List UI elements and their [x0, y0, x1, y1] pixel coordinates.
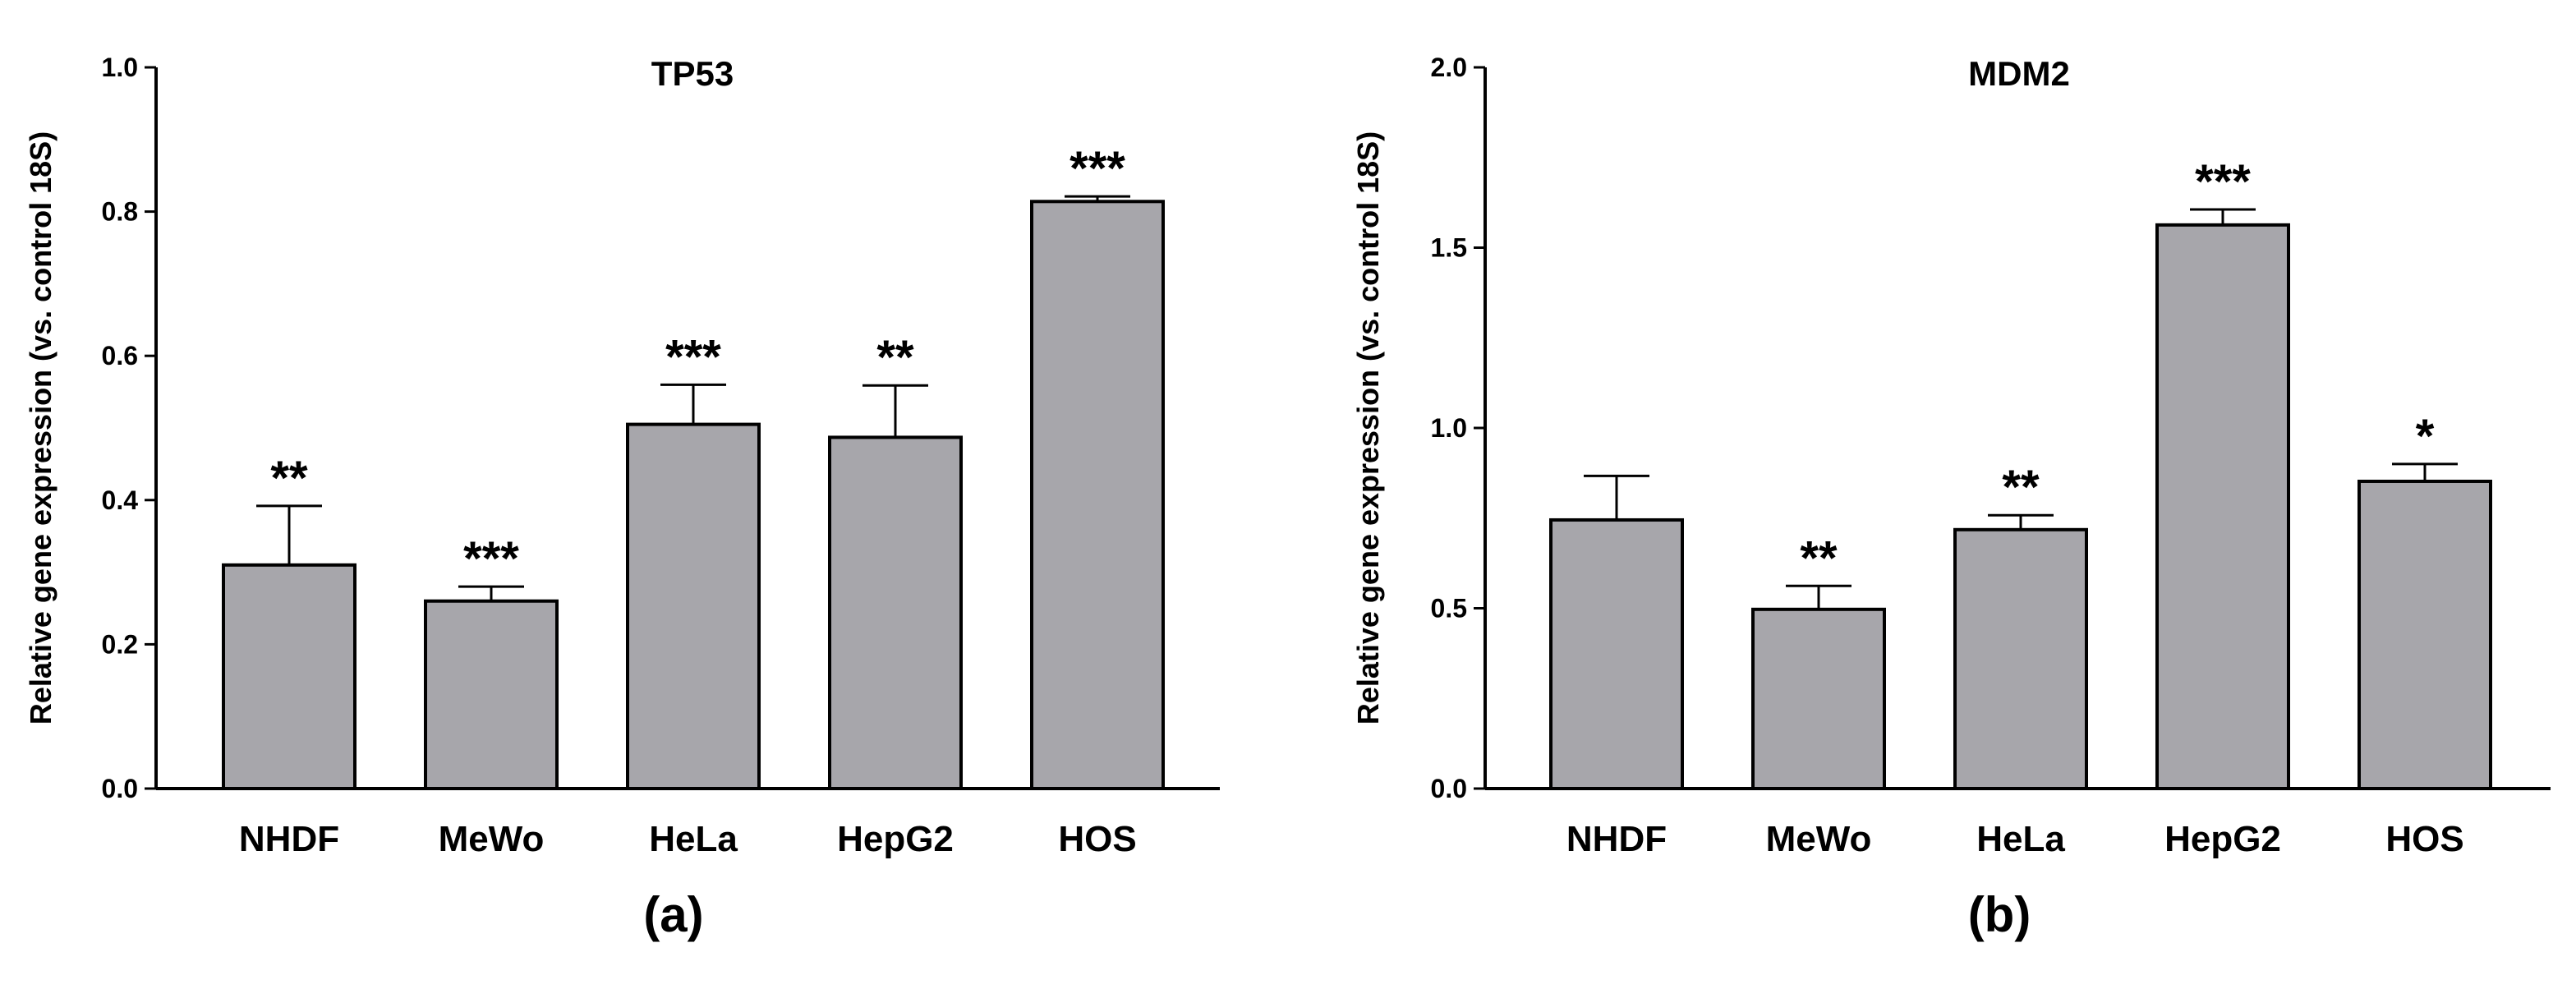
significance-label: **	[1800, 531, 1838, 585]
y-tick-label: 1.5	[1431, 233, 1467, 263]
y-tick-label: 0.6	[102, 341, 138, 370]
y-tick-label: 0.5	[1431, 594, 1467, 623]
bar	[222, 563, 356, 790]
x-tick-label: HOS	[1058, 819, 1136, 859]
x-tick-label: MeWo	[1766, 819, 1872, 859]
y-axis-label: Relative gene expression (vs. control 18…	[24, 131, 58, 724]
bar	[626, 422, 761, 790]
x-tick-label: HeLa	[649, 819, 738, 859]
significance-label: *	[2416, 410, 2435, 463]
panel-label: (a)	[643, 887, 703, 942]
bar	[424, 599, 559, 790]
x-tick-label: NHDF	[239, 819, 339, 859]
significance-label: **	[270, 452, 308, 505]
x-tick-label: HepG2	[2164, 819, 2281, 859]
significance-label: **	[2002, 461, 2040, 514]
panel-b: MDM2 Relative gene expression (vs. contro…	[1351, 53, 2551, 942]
significance-label: **	[876, 331, 914, 384]
x-tick-label: HOS	[2385, 819, 2463, 859]
panel-a: TP53 Relative gene expression (vs. contro…	[24, 53, 1220, 942]
bar	[1751, 607, 1886, 791]
bar	[1030, 200, 1165, 791]
bar	[1953, 527, 2088, 790]
y-tick-label: 1.0	[102, 53, 138, 82]
x-tick-label: NHDF	[1566, 819, 1667, 859]
chart-title: MDM2	[1968, 54, 2070, 93]
y-tick-label: 0.0	[102, 774, 138, 803]
y-tick-label: 0.8	[102, 197, 138, 227]
y-axis-label: Relative gene expression (vs. control 18…	[1351, 131, 1385, 724]
bar	[1549, 518, 1684, 790]
significance-label: ***	[665, 330, 721, 384]
x-tick-label: HeLa	[1976, 819, 2065, 859]
y-tick-label: 1.0	[1431, 413, 1467, 443]
significance-label: ***	[1070, 142, 1125, 196]
bar	[2358, 479, 2492, 790]
bar	[2155, 223, 2290, 790]
y-tick-label: 0.4	[102, 485, 139, 515]
y-tick-label: 2.0	[1431, 53, 1467, 82]
y-tick-label: 0.0	[1431, 774, 1467, 803]
bar	[828, 435, 963, 790]
x-tick-label: HepG2	[837, 819, 954, 859]
panel-label: (b)	[1968, 887, 2031, 942]
x-tick-label: MeWo	[439, 819, 545, 859]
chart-title: TP53	[651, 54, 734, 93]
significance-label: ***	[463, 532, 519, 586]
y-tick-label: 0.2	[102, 629, 138, 659]
significance-label: ***	[2195, 155, 2251, 209]
